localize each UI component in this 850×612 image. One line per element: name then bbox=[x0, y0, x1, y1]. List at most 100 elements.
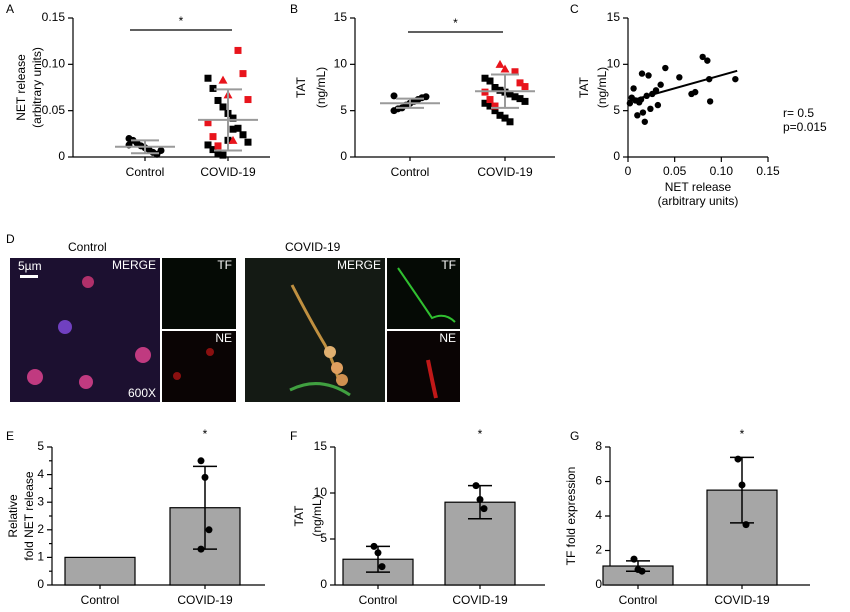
panel-letter: C bbox=[570, 2, 579, 16]
data-point bbox=[645, 72, 652, 79]
y-tick-label: 15 bbox=[607, 10, 621, 24]
significance-label: * bbox=[179, 14, 184, 28]
data-point bbox=[654, 101, 662, 109]
x-tick-label: COVID-19 bbox=[200, 165, 256, 179]
data-point bbox=[244, 138, 252, 146]
data-point bbox=[374, 549, 382, 557]
cell bbox=[135, 347, 151, 363]
cell bbox=[173, 372, 181, 380]
channel-label: TF bbox=[217, 258, 232, 272]
panel-letter: A bbox=[6, 2, 14, 16]
data-point bbox=[637, 96, 645, 103]
y-tick-label: 15 bbox=[334, 10, 348, 24]
data-point bbox=[197, 545, 205, 553]
y-axis-label: (ng/mL) bbox=[310, 495, 324, 536]
y-tick-label: 2 bbox=[595, 543, 602, 557]
micrograph bbox=[162, 331, 236, 402]
y-axis-label: TAT bbox=[292, 505, 306, 527]
y-tick-label: 0 bbox=[37, 577, 44, 591]
cell bbox=[336, 374, 348, 386]
y-tick-label: 6 bbox=[595, 474, 602, 488]
data-point bbox=[495, 59, 505, 68]
data-point bbox=[630, 85, 637, 92]
x-tick-label: COVID-19 bbox=[452, 593, 508, 607]
data-point bbox=[699, 53, 706, 61]
net-strand bbox=[397, 267, 456, 323]
data-point bbox=[201, 473, 209, 481]
data-point bbox=[516, 95, 524, 103]
data-point bbox=[641, 118, 648, 125]
x-tick-label: Control bbox=[619, 593, 658, 607]
y-tick-label: 8 bbox=[595, 439, 602, 453]
y-tick-label: 10 bbox=[607, 57, 621, 71]
y-tick-label: 4 bbox=[37, 467, 44, 481]
data-point bbox=[506, 118, 514, 126]
data-point bbox=[511, 93, 519, 101]
data-point bbox=[204, 74, 212, 82]
sd-whisker bbox=[131, 139, 159, 155]
y-tick-label: 5 bbox=[340, 103, 347, 117]
panel-letter: G bbox=[570, 429, 579, 443]
x-tick-label: Control bbox=[126, 165, 165, 179]
x-axis-label: (arbitrary units) bbox=[658, 194, 739, 208]
data-point bbox=[738, 481, 746, 489]
data-point bbox=[244, 96, 252, 104]
significance-label: * bbox=[740, 427, 745, 441]
data-point bbox=[506, 90, 514, 98]
cell bbox=[79, 375, 93, 389]
data-point bbox=[501, 114, 509, 122]
data-point bbox=[481, 74, 489, 82]
data-point bbox=[214, 142, 222, 150]
x-tick-label: 0.15 bbox=[756, 164, 780, 178]
y-tick-label: 0.05 bbox=[42, 103, 66, 117]
data-point bbox=[626, 100, 634, 107]
data-point bbox=[219, 151, 227, 159]
cell bbox=[82, 276, 94, 288]
y-tick-label: 1 bbox=[37, 550, 44, 564]
scale-label: 5µm bbox=[18, 259, 42, 273]
y-tick-label: 0.15 bbox=[42, 10, 66, 24]
data-point bbox=[378, 563, 386, 571]
data-point bbox=[732, 75, 739, 83]
x-tick-label: Control bbox=[391, 165, 430, 179]
data-point bbox=[229, 114, 237, 122]
y-tick-label: 2 bbox=[37, 522, 44, 536]
cell bbox=[27, 369, 43, 385]
x-axis-label: NET release bbox=[665, 180, 732, 194]
group-label: Control bbox=[68, 240, 107, 254]
data-point bbox=[480, 505, 488, 513]
data-point bbox=[734, 455, 742, 463]
data-point bbox=[521, 97, 529, 105]
data-point bbox=[476, 495, 484, 503]
data-point bbox=[219, 103, 227, 111]
panel-letter: F bbox=[290, 429, 297, 443]
net-strand bbox=[426, 359, 438, 399]
y-tick-label: 3 bbox=[37, 494, 44, 508]
data-point bbox=[390, 92, 398, 100]
data-point bbox=[239, 70, 247, 78]
y-tick-label: 0 bbox=[340, 149, 347, 163]
micrograph bbox=[387, 331, 460, 402]
panel-letter: D bbox=[6, 232, 15, 246]
cell bbox=[331, 362, 343, 374]
data-point bbox=[214, 149, 222, 157]
data-point bbox=[639, 109, 647, 116]
data-point bbox=[491, 107, 499, 115]
y-axis-label: fold NET release bbox=[22, 471, 36, 560]
data-point bbox=[214, 96, 222, 104]
y-tick-label: 4 bbox=[595, 508, 602, 522]
y-axis-label: TF fold expression bbox=[564, 467, 578, 566]
y-axis-label: TAT bbox=[294, 76, 308, 98]
data-point bbox=[634, 112, 641, 119]
data-point bbox=[692, 88, 699, 96]
x-tick-label: 0.05 bbox=[663, 164, 687, 178]
significance-label: * bbox=[453, 16, 458, 30]
data-point bbox=[228, 135, 238, 144]
x-tick-label: COVID-19 bbox=[714, 593, 770, 607]
data-point bbox=[481, 99, 489, 107]
data-point bbox=[706, 75, 713, 83]
data-point bbox=[657, 81, 664, 88]
cell bbox=[58, 320, 72, 334]
y-tick-label: 0 bbox=[58, 149, 65, 163]
channel-label: TF bbox=[441, 258, 456, 272]
